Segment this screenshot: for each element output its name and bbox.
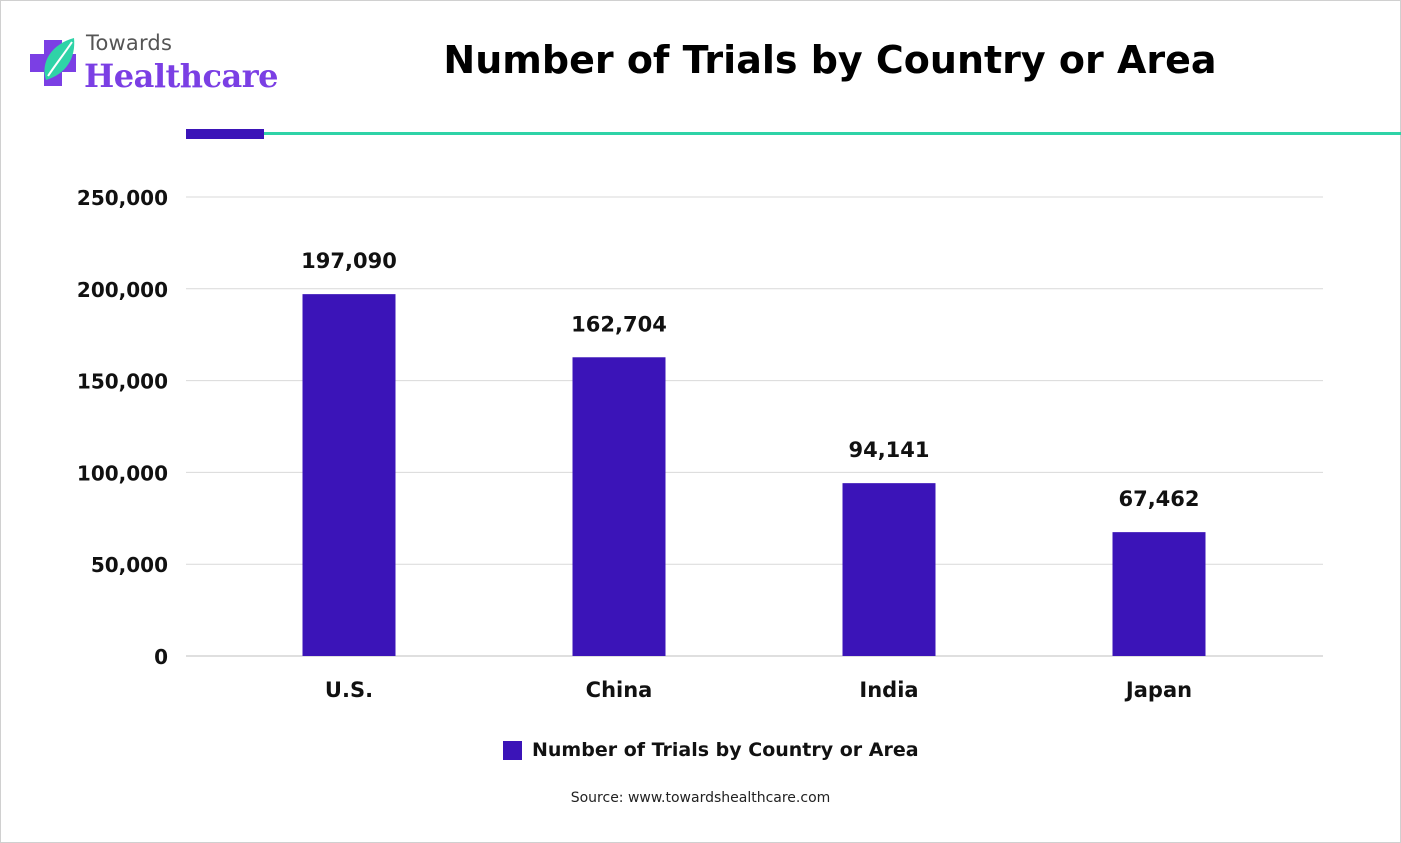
- header-divider-line: [186, 132, 1401, 135]
- x-tick-label: China: [586, 678, 653, 702]
- y-tick-label: 200,000: [77, 278, 168, 302]
- data-label: 67,462: [1118, 487, 1199, 511]
- chart-legend: Number of Trials by Country or Area: [503, 739, 919, 761]
- x-tick-label: India: [859, 678, 918, 702]
- x-tick-label: Japan: [1124, 678, 1192, 702]
- y-tick-label: 150,000: [77, 370, 168, 394]
- y-axis-tick-labels: 0 50,000 100,000 150,000 200,000 250,000: [77, 186, 168, 669]
- data-label: 94,141: [848, 438, 929, 462]
- logo-text-healthcare: Healthcare: [84, 57, 278, 95]
- medical-cross-leaf-icon: [30, 38, 76, 86]
- legend-label: Number of Trials by Country or Area: [532, 739, 919, 761]
- bar-india: [842, 483, 936, 656]
- bar-u-s: [302, 294, 396, 656]
- bar-china: [572, 357, 666, 656]
- logo-text-towards: Towards: [86, 31, 173, 55]
- legend-swatch: [503, 740, 522, 760]
- chart-title: Number of Trials by Country or Area: [443, 38, 1217, 82]
- data-label: 197,090: [301, 249, 397, 273]
- y-tick-label: 0: [154, 645, 168, 669]
- source-note: Source: www.towardshealthcare.com: [570, 790, 831, 806]
- y-tick-label: 250,000: [77, 186, 168, 210]
- x-tick-label: U.S.: [325, 678, 373, 702]
- bar-japan: [1112, 532, 1206, 656]
- bars: [302, 294, 1206, 656]
- y-tick-label: 100,000: [77, 461, 168, 485]
- data-labels: 197,090 162,704 94,141 67,462: [301, 249, 1199, 511]
- data-label: 162,704: [571, 312, 667, 336]
- towards-healthcare-logo: Towards Healthcare: [26, 30, 278, 100]
- x-axis-tick-labels: U.S. China India Japan: [325, 678, 1192, 702]
- y-tick-label: 50,000: [91, 553, 168, 577]
- header-divider-accent: [186, 129, 264, 139]
